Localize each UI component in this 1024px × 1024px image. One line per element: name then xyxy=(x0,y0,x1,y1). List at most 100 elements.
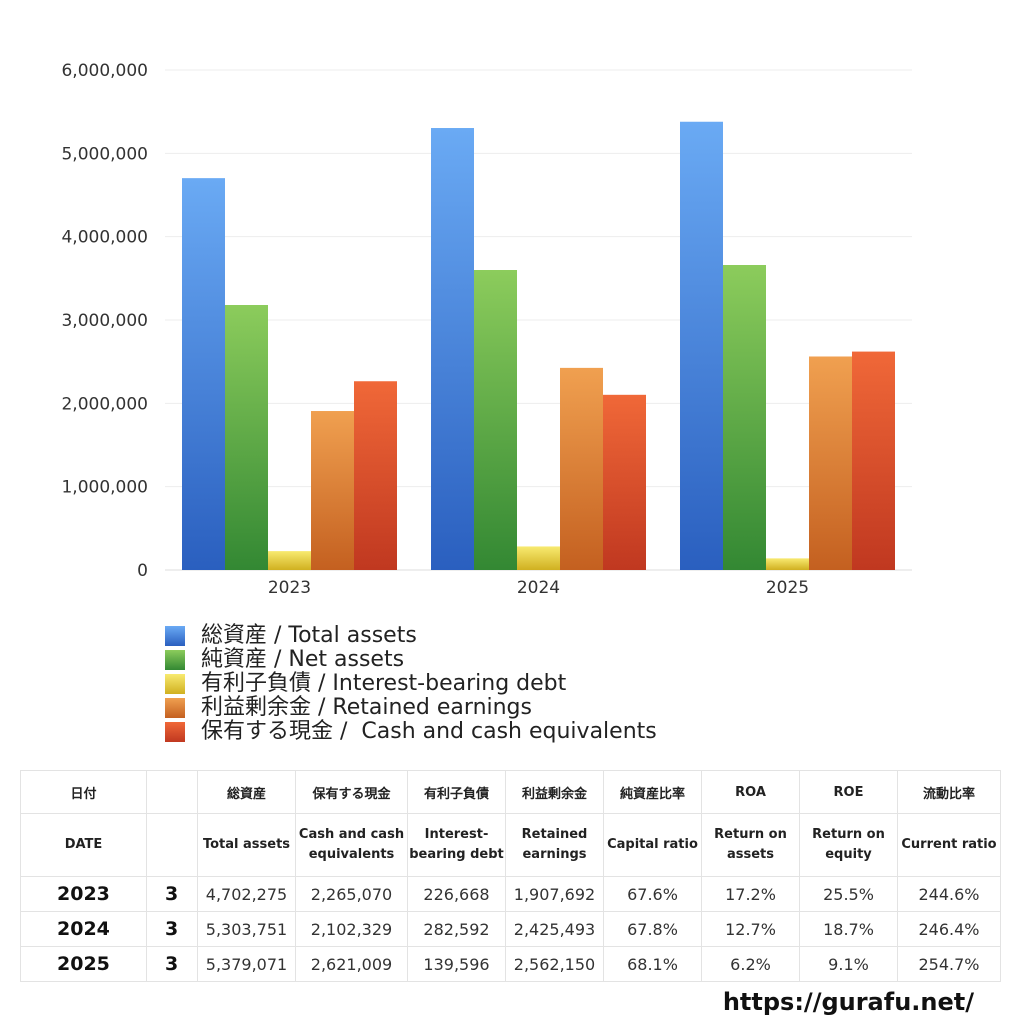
legend-label: 総資産 / Total assets xyxy=(201,623,417,648)
table-cell: 2025 xyxy=(20,946,147,982)
header-cell-en: Retained earnings xyxy=(505,813,604,877)
bar-2025-series-0 xyxy=(680,121,723,570)
header-cell-ja: 純資産比率 xyxy=(603,770,702,814)
table-cell: 2,621,009 xyxy=(295,946,408,982)
table-cell: 18.7% xyxy=(799,911,898,947)
financial-metrics-table: 日付 総資産 保有する現金 有利子負債 利益剰余金 純資産比率 ROA ROE 流動比率 DAT… xyxy=(20,770,1001,982)
header-cell-ja: 有利子負債 xyxy=(407,770,506,814)
header-cell-ja: 利益剰余金 xyxy=(505,770,604,814)
y-tick-label: 5,000,000 xyxy=(61,144,148,164)
header-cell-en: Current ratio xyxy=(897,813,1001,877)
table-cell: 244.6% xyxy=(897,876,1001,912)
table-cell: 4,702,275 xyxy=(197,876,296,912)
bar-2024-series-1 xyxy=(474,270,517,570)
header-cell-en: Return on assets xyxy=(701,813,800,877)
header-cell-ja xyxy=(146,770,198,814)
bar-chart: 0 1,000,000 2,000,000 3,000,000 4,000,000 5,0… xyxy=(61,61,912,598)
table-cell: 2,425,493 xyxy=(505,911,604,947)
table-cell: 1,907,692 xyxy=(505,876,604,912)
y-tick-label: 3,000,000 xyxy=(61,311,148,331)
x-axis: 2023 2024 2025 xyxy=(268,578,809,598)
header-cell-ja: 日付 xyxy=(20,770,147,814)
bars xyxy=(182,121,895,571)
header-cell-ja: ROE xyxy=(799,770,898,814)
table-cell: 2024 xyxy=(20,911,147,947)
y-tick-label: 6,000,000 xyxy=(61,61,148,81)
table-cell: 226,668 xyxy=(407,876,506,912)
table-row: 2023 3 4,702,275 2,265,070 226,668 1,907,692 6… xyxy=(20,876,1001,912)
table-cell: 254.7% xyxy=(897,946,1001,982)
table-cell: 282,592 xyxy=(407,911,506,947)
table-header-en: DATE Total assets Cash and cash equivalent… xyxy=(20,813,1001,877)
bar-2024-series-3 xyxy=(560,367,603,570)
table-cell: 246.4% xyxy=(897,911,1001,947)
table-header-ja: 日付 総資産 保有する現金 有利子負債 利益剰余金 純資産比率 ROA ROE 流動比率 xyxy=(20,770,1001,814)
legend-swatch xyxy=(165,626,185,646)
table-cell: 3 xyxy=(146,946,198,982)
x-tick-label: 2025 xyxy=(766,578,809,598)
table-cell: 3 xyxy=(146,876,198,912)
legend-swatch xyxy=(165,698,185,718)
header-cell-ja: 保有する現金 xyxy=(295,770,408,814)
legend-item: 純資産 / Net assets xyxy=(165,648,657,672)
bar-2024-series-4 xyxy=(603,394,646,570)
legend-item: 総資産 / Total assets xyxy=(165,624,657,648)
bar-2025-series-4 xyxy=(852,351,895,570)
y-tick-label: 2,000,000 xyxy=(61,394,148,414)
table-cell: 67.8% xyxy=(603,911,702,947)
legend-label: 純資産 / Net assets xyxy=(201,647,405,672)
legend: 総資産 / Total assets 純資産 / Net assets 有利子負債 … xyxy=(165,624,657,744)
table-row: 2024 3 5,303,751 2,102,329 282,592 2,425,493 6… xyxy=(20,911,1001,947)
bar-2025-series-1 xyxy=(723,265,766,570)
y-tick-label: 4,000,000 xyxy=(61,228,148,248)
header-cell-ja: 流動比率 xyxy=(897,770,1001,814)
table-cell: 5,303,751 xyxy=(197,911,296,947)
table-cell: 67.6% xyxy=(603,876,702,912)
table-cell: 2,265,070 xyxy=(295,876,408,912)
table-cell: 3 xyxy=(146,911,198,947)
header-cell-ja: 総資産 xyxy=(197,770,296,814)
bar-2023-series-2 xyxy=(268,551,311,570)
bar-2025-series-2 xyxy=(766,558,809,570)
legend-label: 保有する現金 / Cash and cash equivalents xyxy=(201,719,657,744)
header-cell-en: DATE xyxy=(20,813,147,877)
legend-item: 有利子負債 / Interest-bearing debt xyxy=(165,672,657,696)
header-cell-en xyxy=(146,813,198,877)
site-url: https://gurafu.net/ xyxy=(722,988,974,1016)
x-tick-label: 2024 xyxy=(517,578,560,598)
header-cell-en: Capital ratio xyxy=(603,813,702,877)
table-cell: 68.1% xyxy=(603,946,702,982)
table-cell: 2,562,150 xyxy=(505,946,604,982)
bar-2023-series-0 xyxy=(182,178,225,571)
table-cell: 17.2% xyxy=(701,876,800,912)
table-cell: 25.5% xyxy=(799,876,898,912)
table-row: 2025 3 5,379,071 2,621,009 139,596 2,562,150 6… xyxy=(20,946,1001,982)
header-cell-en: Return on equity xyxy=(799,813,898,877)
header-cell-en: Total assets xyxy=(197,813,296,877)
table-cell: 12.7% xyxy=(701,911,800,947)
y-tick-label: 0 xyxy=(137,561,148,581)
table-cell: 6.2% xyxy=(701,946,800,982)
y-tick-label: 1,000,000 xyxy=(61,478,148,498)
table-cell: 2023 xyxy=(20,876,147,912)
bar-2023-series-3 xyxy=(311,411,354,570)
legend-label: 利益剰余金 / Retained earnings xyxy=(201,695,532,720)
table-cell: 139,596 xyxy=(407,946,506,982)
legend-swatch xyxy=(165,674,185,694)
header-cell-en: Cash and cash equivalents xyxy=(295,813,408,877)
bar-2024-series-0 xyxy=(431,128,474,570)
bar-2023-series-1 xyxy=(225,305,268,570)
legend-swatch xyxy=(165,650,185,670)
legend-label: 有利子負債 / Interest-bearing debt xyxy=(201,671,567,696)
y-axis: 0 1,000,000 2,000,000 3,000,000 4,000,000 5,0… xyxy=(61,61,148,581)
table-cell: 2,102,329 xyxy=(295,911,408,947)
bar-2025-series-3 xyxy=(809,356,852,570)
bar-2024-series-2 xyxy=(517,546,560,570)
legend-item: 利益剰余金 / Retained earnings xyxy=(165,696,657,720)
bar-2023-series-4 xyxy=(354,381,397,570)
header-cell-ja: ROA xyxy=(701,770,800,814)
table-cell: 5,379,071 xyxy=(197,946,296,982)
x-tick-label: 2023 xyxy=(268,578,311,598)
legend-item: 保有する現金 / Cash and cash equivalents xyxy=(165,720,657,744)
legend-swatch xyxy=(165,722,185,742)
